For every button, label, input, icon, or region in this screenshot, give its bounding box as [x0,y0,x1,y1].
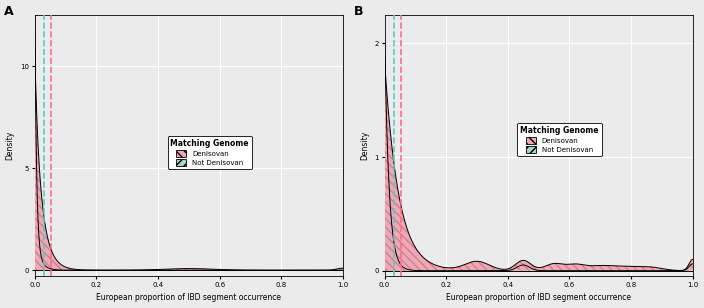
Legend: Denisovan, Not Denisovan: Denisovan, Not Denisovan [168,136,252,169]
Text: A: A [4,5,13,18]
Legend: Denisovan, Not Denisovan: Denisovan, Not Denisovan [517,123,601,156]
Y-axis label: Density: Density [6,131,15,160]
Text: B: B [353,5,363,18]
X-axis label: European proportion of IBD segment occurrence: European proportion of IBD segment occur… [446,294,631,302]
X-axis label: European proportion of IBD segment occurrence: European proportion of IBD segment occur… [96,294,282,302]
Y-axis label: Density: Density [360,131,369,160]
